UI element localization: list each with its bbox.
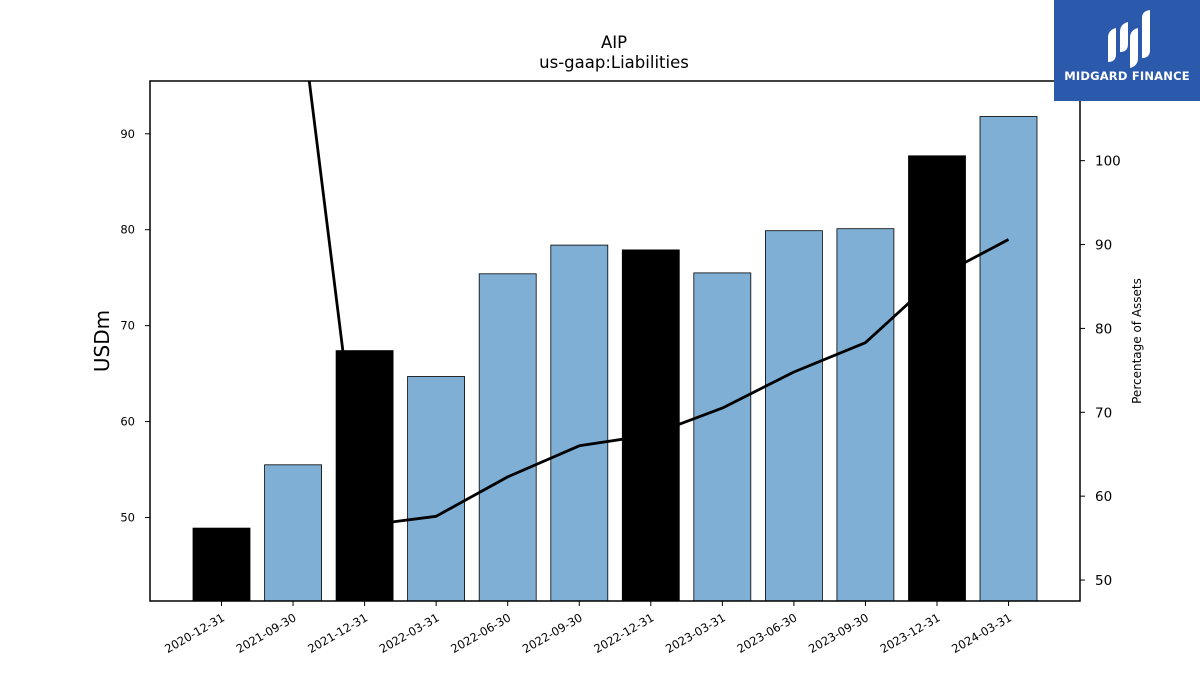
y-tick-label: 90 <box>120 127 135 141</box>
y-axis-label: USDm <box>90 310 114 372</box>
bar-2022-09-30 <box>550 244 609 602</box>
x-tick-label: 2023-03-31 <box>663 610 728 656</box>
midgard-logo-icon <box>1108 10 1150 68</box>
y2-tick-label: 60 <box>1095 489 1112 505</box>
x-tick-label: 2022-06-30 <box>448 610 513 656</box>
x-tick-label: 2024-03-31 <box>949 610 1014 656</box>
y2-tick-label: 100 <box>1095 154 1121 170</box>
x-tick-label: 2022-03-31 <box>377 610 442 656</box>
y2-tick-label: 50 <box>1095 573 1112 589</box>
y-tick-label: 70 <box>120 319 135 333</box>
bar-2021-09-30 <box>264 464 323 602</box>
y2-tick-label: 70 <box>1095 405 1112 421</box>
y-tick-label: 60 <box>120 415 135 429</box>
x-tick-label: 2022-09-30 <box>520 610 585 656</box>
bar-2023-09-30 <box>836 228 895 602</box>
y2-tick-label: 80 <box>1095 321 1112 337</box>
y2-tick-label: 90 <box>1095 238 1112 254</box>
bar-2024-03-31 <box>979 116 1038 602</box>
bar-2021-12-31 <box>335 350 394 602</box>
x-tick-label: 2020-12-31 <box>162 610 227 656</box>
bar-2023-12-31 <box>908 155 966 602</box>
x-tick-label: 2021-09-30 <box>234 610 299 656</box>
x-tick-label: 2023-09-30 <box>806 610 871 656</box>
x-tick-label: 2022-12-31 <box>591 610 656 656</box>
percentage-of-assets-line <box>307 81 1010 527</box>
bar-2023-03-31 <box>693 272 752 602</box>
chart-subtitle: us-gaap:Liabilities <box>539 53 689 72</box>
bar-2022-03-31 <box>407 376 466 602</box>
chart-title: AIP <box>601 33 627 52</box>
y-tick-label: 80 <box>120 223 135 237</box>
y-tick-label: 50 <box>120 511 135 525</box>
plot-frame <box>149 80 1081 602</box>
x-tick-label: 2023-12-31 <box>878 610 943 656</box>
midgard-finance-logo: MIDGARD FINANCE <box>1054 0 1200 101</box>
logo-text: MIDGARD FINANCE <box>1064 69 1190 83</box>
y2-axis-label: Percentage of Assets <box>1130 278 1144 404</box>
bar-2022-12-31 <box>621 249 680 602</box>
bar-2023-06-30 <box>765 230 823 602</box>
bar-2022-06-30 <box>478 273 537 602</box>
bar-2020-12-31 <box>192 527 251 602</box>
x-tick-label: 2021-12-31 <box>305 610 370 656</box>
x-tick-label: 2023-06-30 <box>735 610 800 656</box>
